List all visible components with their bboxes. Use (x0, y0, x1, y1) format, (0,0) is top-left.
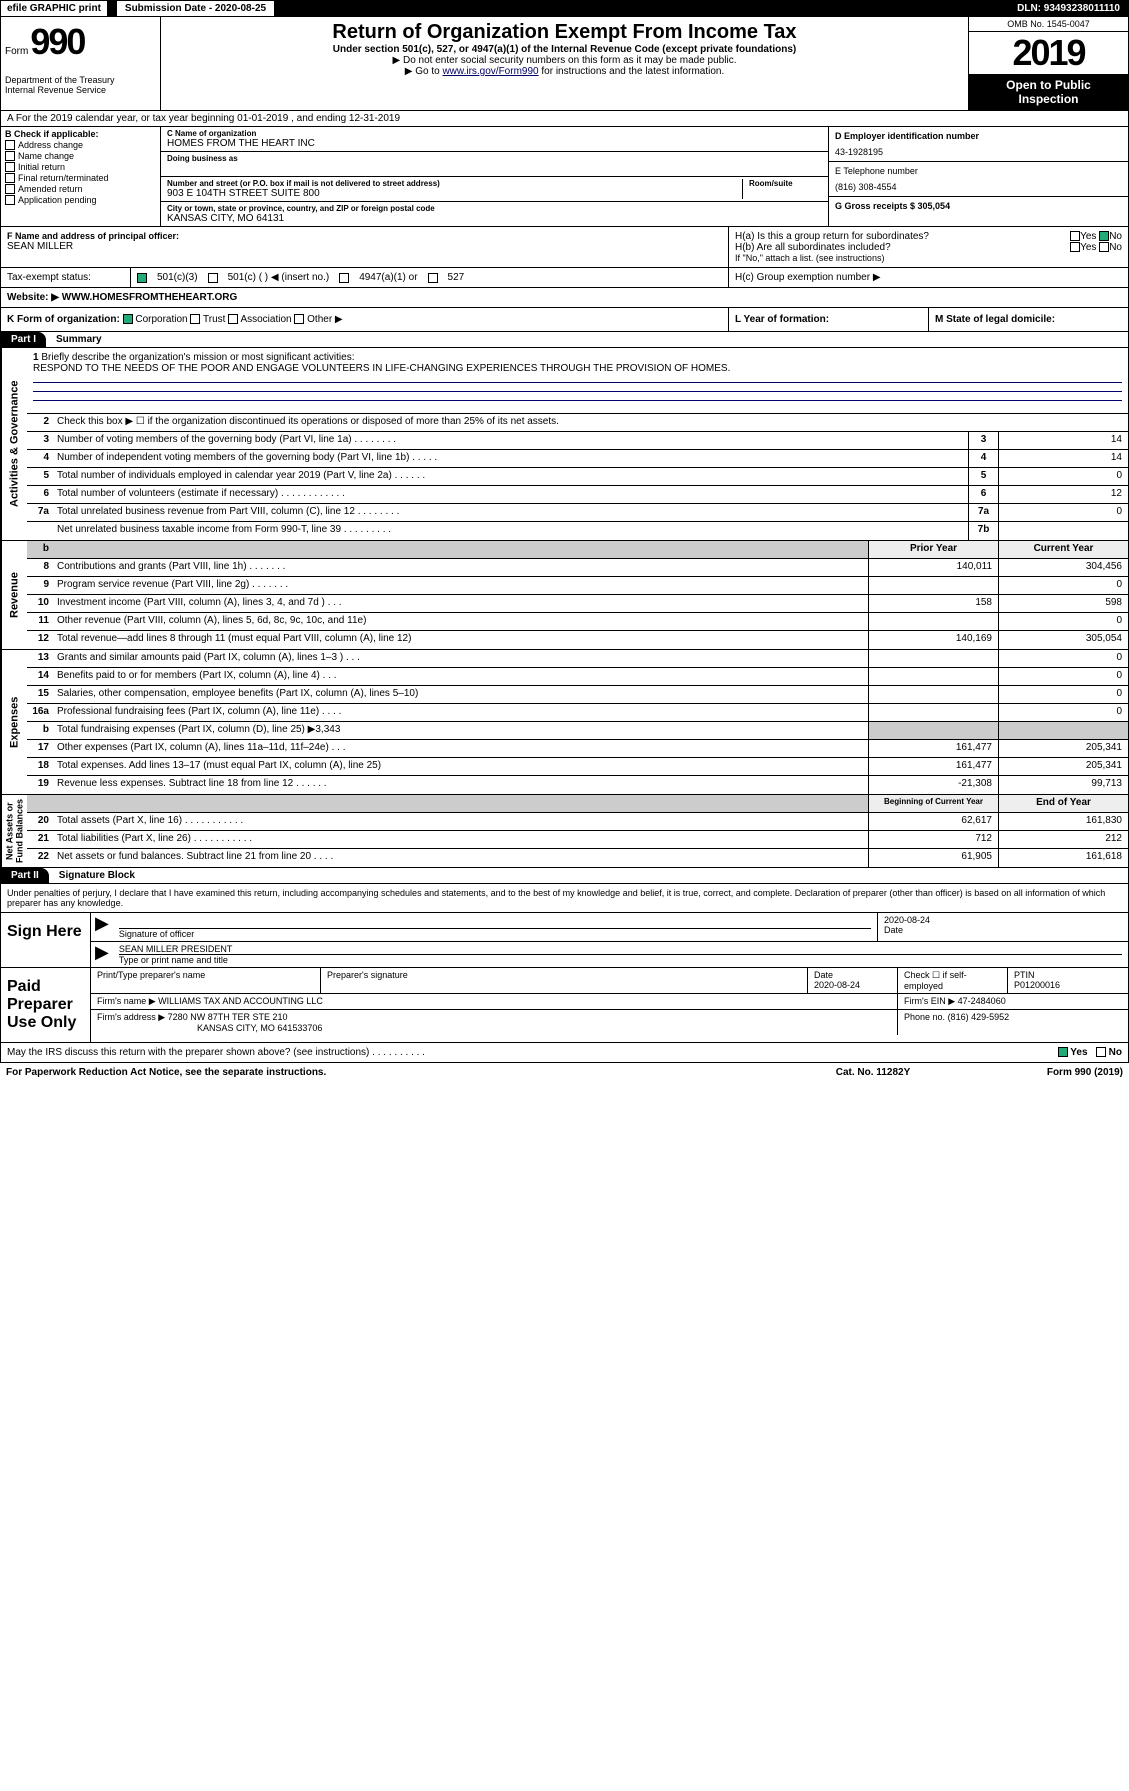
ein: 43-1928195 (835, 147, 1122, 157)
net-assets-section: Net Assets or Fund Balances Beginning of… (0, 795, 1129, 868)
activities-governance: Activities & Governance 1 Briefly descri… (0, 348, 1129, 541)
ptin: P01200016 (1014, 980, 1060, 990)
department: Department of the Treasury Internal Reve… (5, 75, 156, 95)
chk-name[interactable] (5, 151, 15, 161)
chk-other[interactable] (294, 314, 304, 324)
chk-ha-yes[interactable] (1070, 231, 1080, 241)
sec-c-org: C Name of organization HOMES FROM THE HE… (161, 127, 828, 226)
chk-final[interactable] (5, 173, 15, 183)
chk-corp[interactable] (123, 314, 133, 324)
firm-ein: 47-2484060 (958, 996, 1006, 1006)
open-to-public: Open to Public Inspection (969, 74, 1128, 110)
chk-assoc[interactable] (228, 314, 238, 324)
firm-name: WILLIAMS TAX AND ACCOUNTING LLC (158, 996, 323, 1006)
chk-pending[interactable] (5, 195, 15, 205)
note-ssn: ▶ Do not enter social security numbers o… (169, 55, 960, 66)
chk-amended[interactable] (5, 184, 15, 194)
chk-527[interactable] (428, 273, 438, 283)
efile-label[interactable]: efile GRAPHIC print (1, 1, 108, 16)
part1-header: Part I Summary (0, 332, 1129, 348)
chk-initial[interactable] (5, 162, 15, 172)
part2-header: Part II Signature Block (0, 868, 1129, 884)
discuss-row: May the IRS discuss this return with the… (0, 1043, 1129, 1063)
chk-4947[interactable] (339, 273, 349, 283)
top-bar: efile GRAPHIC print Submission Date - 20… (0, 0, 1129, 17)
chk-discuss-no[interactable] (1096, 1047, 1106, 1057)
omb-number: OMB No. 1545-0047 (969, 17, 1128, 32)
signature-block: Under penalties of perjury, I declare th… (0, 884, 1129, 1043)
header-left: Form 990 Department of the Treasury Inte… (1, 17, 161, 110)
band-a: A For the 2019 calendar year, or tax yea… (0, 111, 1129, 127)
note-link: ▶ Go to www.irs.gov/Form990 for instruct… (169, 66, 960, 77)
officer-signed: SEAN MILLER PRESIDENT (119, 944, 233, 954)
section-b-row: B Check if applicable: Address change Na… (0, 127, 1129, 227)
officer-name: SEAN MILLER (7, 241, 722, 252)
org-address: 903 E 104TH STREET SUITE 800 (167, 188, 742, 199)
firm-phone: (816) 429-5952 (948, 1012, 1010, 1022)
gross-receipts: G Gross receipts $ 305,054 (835, 201, 1122, 211)
phone: (816) 308-4554 (835, 182, 1122, 192)
chk-501c[interactable] (208, 273, 218, 283)
mission-text: RESPOND TO THE NEEDS OF THE POOR AND ENG… (33, 363, 730, 374)
form-number: 990 (30, 21, 84, 63)
chk-501c3[interactable] (137, 273, 147, 283)
form-label: Form (5, 46, 28, 57)
chk-hb-no[interactable] (1099, 242, 1109, 252)
arrow-icon: ▶ (91, 942, 113, 967)
expenses-section: Expenses 13Grants and similar amounts pa… (0, 650, 1129, 795)
org-city: KANSAS CITY, MO 64131 (167, 213, 822, 224)
chk-discuss-yes[interactable] (1058, 1047, 1068, 1057)
tax-exempt-row: Tax-exempt status: 501(c)(3) 501(c) ( ) … (0, 268, 1129, 288)
form-title: Return of Organization Exempt From Incom… (169, 21, 960, 44)
form-subtitle: Under section 501(c), 527, or 4947(a)(1)… (169, 44, 960, 55)
chk-hb-yes[interactable] (1070, 242, 1080, 252)
dln: DLN: 93493238011110 (1009, 1, 1128, 16)
header-center: Return of Organization Exempt From Incom… (161, 17, 968, 110)
firm-addr: 7280 NW 87TH TER STE 210 (168, 1012, 288, 1022)
irs-link[interactable]: www.irs.gov/Form990 (442, 66, 538, 77)
sec-b-checkboxes: B Check if applicable: Address change Na… (1, 127, 161, 226)
chk-trust[interactable] (190, 314, 200, 324)
website-row: Website: ▶ WWW.HOMESFROMTHEHEART.ORG (0, 288, 1129, 308)
footer: For Paperwork Reduction Act Notice, see … (0, 1063, 1129, 1082)
hc-section: H(c) Group exemption number ▶ (728, 268, 1128, 287)
chk-address[interactable] (5, 140, 15, 150)
officer-h-row: F Name and address of principal officer:… (0, 227, 1129, 268)
arrow-icon: ▶ (91, 913, 113, 941)
chk-ha-no[interactable] (1099, 231, 1109, 241)
website-url: WWW.HOMESFROMTHEHEART.ORG (62, 292, 238, 303)
revenue-section: Revenue bPrior YearCurrent Year 8Contrib… (0, 541, 1129, 650)
sec-d-g: D Employer identification number 43-1928… (828, 127, 1128, 226)
h-section: H(a) Is this a group return for subordin… (728, 227, 1128, 267)
submission-date: Submission Date - 2020-08-25 (108, 1, 283, 16)
header-right: OMB No. 1545-0047 2019 Open to Public In… (968, 17, 1128, 110)
form-header: Form 990 Department of the Treasury Inte… (0, 17, 1129, 111)
tax-year: 2019 (969, 32, 1128, 74)
k-row: K Form of organization: Corporation Trus… (0, 308, 1129, 332)
org-name: HOMES FROM THE HEART INC (167, 138, 822, 149)
